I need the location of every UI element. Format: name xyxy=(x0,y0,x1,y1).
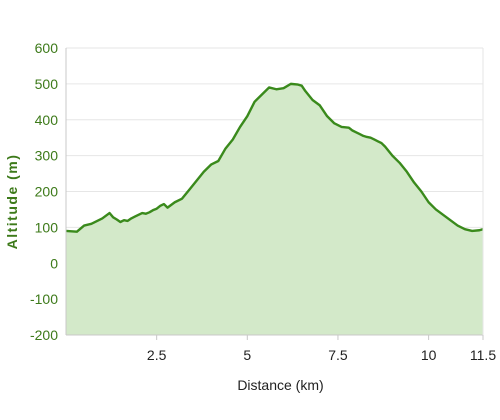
y-tick-label: 100 xyxy=(35,219,59,235)
x-tick-label: 2.5 xyxy=(147,347,167,363)
x-axis-title: Distance (km) xyxy=(237,377,323,393)
x-tick-label: 11.5 xyxy=(470,347,496,363)
altitude-line xyxy=(65,82,484,233)
y-tick-label: -200 xyxy=(30,327,58,343)
altitude-area-fill xyxy=(66,83,483,335)
y-tick-label: 400 xyxy=(35,112,59,128)
y-tick-label: 200 xyxy=(35,184,59,200)
x-tick-label: 10 xyxy=(421,347,437,363)
y-tick-label: 0 xyxy=(50,255,58,271)
y-tick-label: -100 xyxy=(30,291,58,307)
x-tick-label: 7.5 xyxy=(328,347,348,363)
y-axis-title: Altitude (m) xyxy=(4,154,20,250)
y-tick-label: 600 xyxy=(35,40,59,56)
y-tick-label: 500 xyxy=(35,76,59,92)
y-tick-label: 300 xyxy=(35,148,59,164)
x-tick-label: 5 xyxy=(243,347,251,363)
